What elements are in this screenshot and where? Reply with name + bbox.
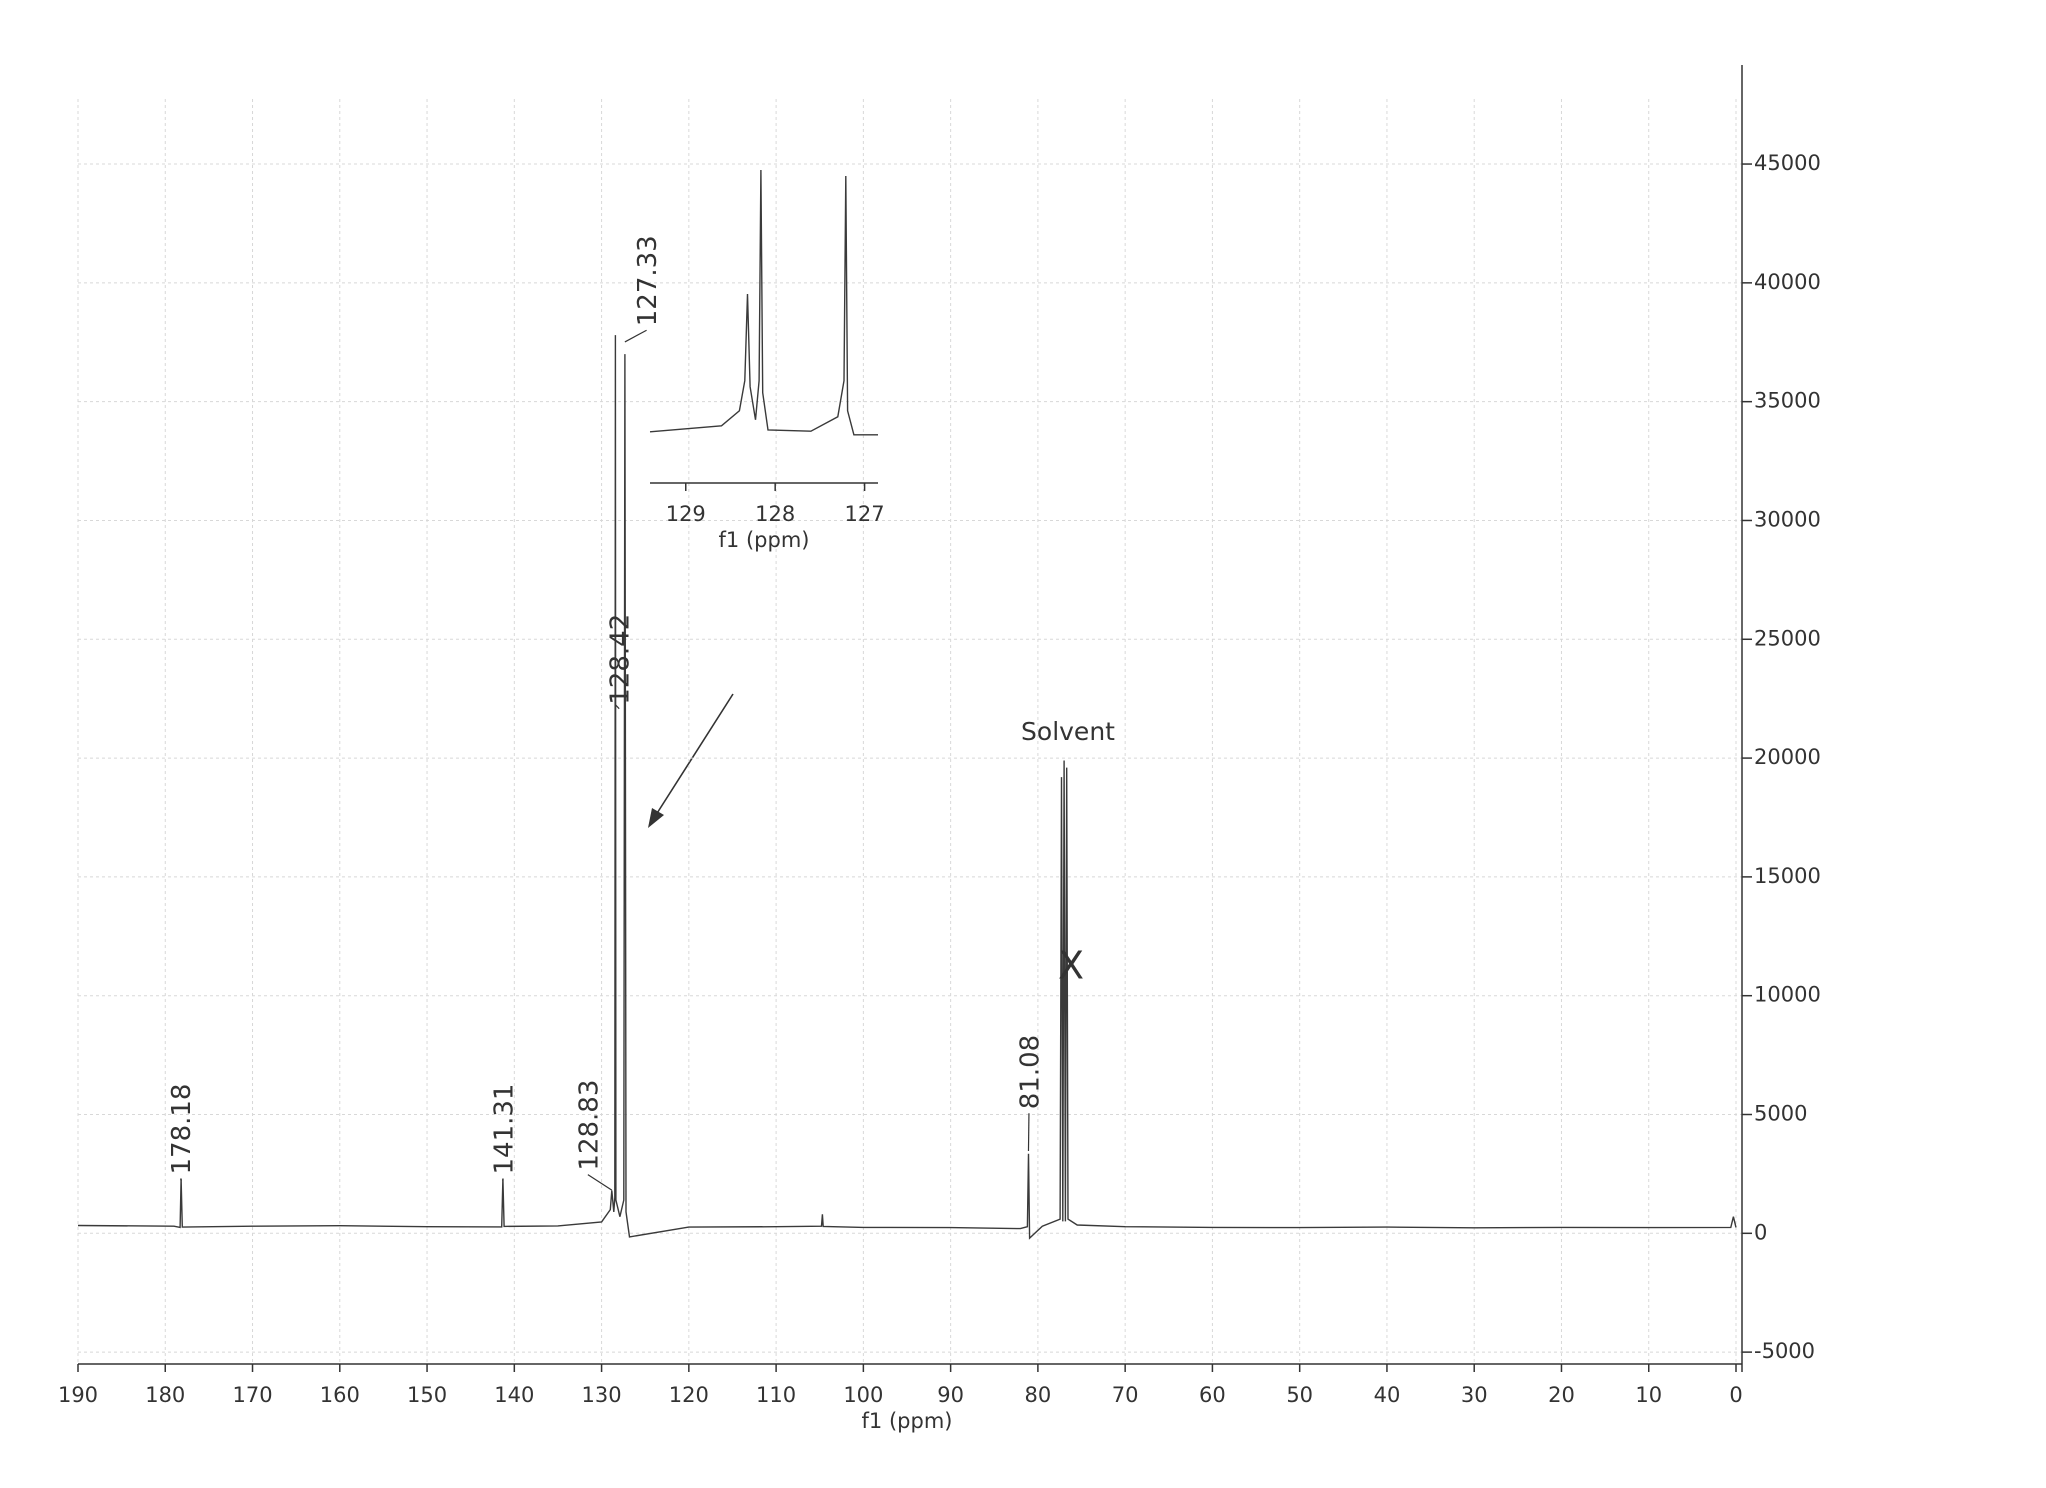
x-tick-label: 100 [843,1383,883,1407]
x-tick-label: 10 [1635,1383,1662,1407]
peak-leader [587,1174,613,1191]
x-tick-label: 50 [1286,1383,1313,1407]
y-tick-label: 10000 [1754,983,1821,1007]
peak-label: 128.83 [574,1080,604,1171]
y-tick-label: 20000 [1754,745,1821,769]
x-tick-label: 140 [494,1383,534,1407]
x-tick-label: 60 [1199,1383,1226,1407]
x-tick-label: 160 [320,1383,360,1407]
x-axis-label: f1 (ppm) [719,528,810,552]
spectrum-line [649,169,878,436]
y-tick-label: 30000 [1754,507,1821,531]
x-tick-label: 128 [755,502,795,526]
x-tick-label: 190 [58,1383,98,1407]
y-tick-label: 25000 [1754,626,1821,650]
x-tick-label: 170 [232,1383,272,1407]
peak-label: 127.33 [633,235,663,326]
y-tick-label: 40000 [1754,270,1821,294]
peak-leader [624,329,647,343]
y-tick-label: 0 [1754,1220,1767,1244]
x-tick-label: 80 [1025,1383,1052,1407]
solvent-label: Solvent [1021,717,1115,746]
x-tick-label: 110 [756,1383,796,1407]
y-tick-label: 45000 [1754,151,1821,175]
x-tick-label: 70 [1112,1383,1139,1407]
x-tick-label: 90 [937,1383,964,1407]
y-tick-label: 15000 [1754,864,1821,888]
peak-label: 128.42 [606,614,636,705]
x-axis-label: f1 (ppm) [862,1409,953,1433]
y-tick-label: -5000 [1754,1339,1815,1363]
peak-leader [614,704,620,710]
peak-label: 178.18 [167,1084,197,1175]
arrow-head [648,808,664,828]
x-tick-label: 120 [669,1383,709,1407]
y-tick-label: 5000 [1754,1102,1807,1126]
x-tick-label: 40 [1374,1383,1401,1407]
peak-label: 141.31 [490,1084,520,1175]
cross-mark: X [1058,944,1084,988]
y-tick-label: 35000 [1754,389,1821,413]
arrow-shaft [653,693,734,819]
x-tick-label: 180 [145,1383,185,1407]
x-tick-label: 30 [1461,1383,1488,1407]
x-tick-label: 127 [845,502,885,526]
x-tick-label: 20 [1548,1383,1575,1407]
x-tick-label: 150 [407,1383,447,1407]
spectrum-line [77,335,1737,1240]
x-tick-label: 129 [666,502,706,526]
x-tick-label: 0 [1729,1383,1742,1407]
peak-label: 81.08 [1015,1035,1045,1109]
arrow [648,693,734,828]
x-tick-label: 130 [582,1383,622,1407]
